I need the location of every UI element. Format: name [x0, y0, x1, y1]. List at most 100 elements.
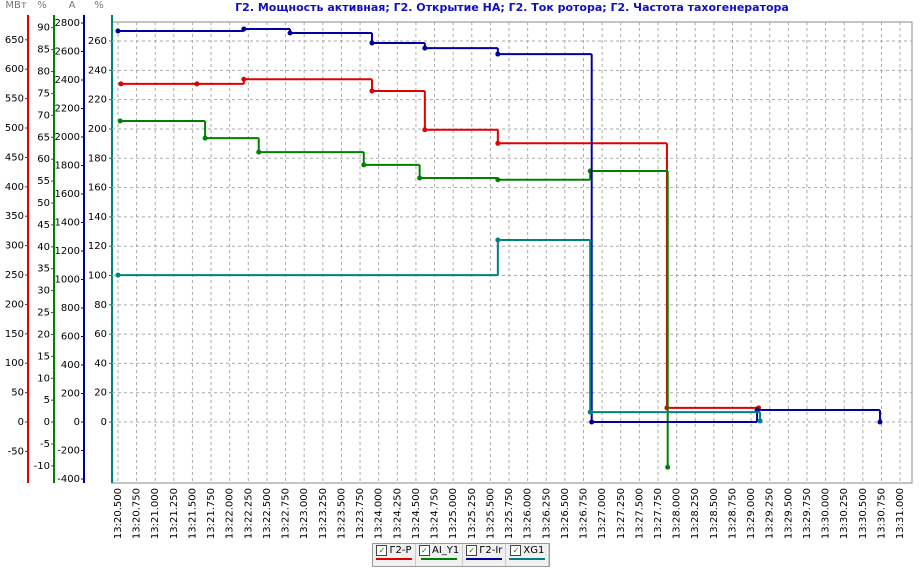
y-tick-label: 250 — [5, 270, 24, 281]
point-marker — [202, 135, 208, 141]
point-marker — [194, 81, 200, 87]
y-axis-label: % — [37, 0, 47, 11]
x-tick-label: 04:13:28.000 — [672, 488, 683, 540]
legend-entry[interactable]: ✓ Г2-Ir — [463, 544, 507, 566]
y-tick-label: 500 — [5, 123, 24, 134]
point-marker — [256, 149, 262, 155]
y-tick-label: 2400 — [55, 75, 80, 86]
point-marker — [369, 40, 375, 46]
point-marker — [495, 237, 501, 243]
x-tick-label: 04:13:28.750 — [727, 488, 738, 540]
x-tick-label: 04:13:22.250 — [243, 488, 254, 540]
point-marker — [115, 28, 121, 34]
y-tick-label: 80 — [94, 300, 107, 311]
legend-checkbox[interactable]: ✓ — [376, 545, 388, 556]
point-marker — [241, 26, 247, 32]
y-tick-label: 260 — [88, 36, 107, 47]
y-axis-label: % — [94, 0, 104, 11]
y-tick-label: 5 — [44, 395, 50, 406]
legend-checkbox[interactable]: ✓ — [510, 545, 522, 556]
y-tick-label: 1800 — [55, 161, 80, 172]
y-tick-label: 20 — [37, 329, 50, 340]
y-tick-label: 450 — [5, 152, 24, 163]
y-axis-label: МВт — [5, 0, 26, 11]
legend-label: Г2-Ir — [479, 545, 503, 556]
x-tick-label: 04:13:23.250 — [318, 488, 329, 540]
y-tick-label: 30 — [37, 286, 50, 297]
legend-swatch — [466, 558, 503, 560]
x-tick-label: 04:13:31.000 — [895, 488, 906, 540]
y-tick-label: 2600 — [55, 46, 80, 57]
x-tick-label: 04:13:23.000 — [299, 488, 310, 540]
x-tick-label: 04:13:26.250 — [541, 488, 552, 540]
y-tick-label: -400 — [57, 474, 80, 485]
point-marker — [665, 464, 671, 470]
x-tick-label: 04:13:24.750 — [430, 488, 441, 540]
legend-label: Г2-P — [389, 545, 412, 556]
point-marker — [115, 272, 121, 278]
point-marker — [422, 127, 428, 133]
x-tick-label: 04:13:23.500 — [336, 488, 347, 540]
legend-entry[interactable]: ✓ AI_Y1 — [416, 544, 464, 566]
y-tick-label: 50 — [11, 388, 24, 399]
y-tick-label: 35 — [37, 264, 50, 275]
y-tick-label: 50 — [37, 198, 50, 209]
legend-checkbox[interactable]: ✓ — [419, 545, 430, 556]
y-tick-label: 600 — [5, 64, 24, 75]
y-tick-label: 90 — [37, 23, 50, 34]
y-tick-label: 200 — [88, 124, 107, 135]
x-tick-label: 04:13:22.500 — [262, 488, 273, 540]
x-tick-label: 04:13:20.750 — [132, 488, 143, 540]
x-tick-label: 04:13:27.750 — [653, 488, 664, 540]
y-tick-label: 65 — [37, 132, 50, 143]
x-tick-label: 04:13:23.750 — [355, 488, 366, 540]
y-tick-label: 85 — [37, 45, 50, 56]
point-marker — [495, 51, 501, 57]
legend-checkbox[interactable]: ✓ — [466, 545, 478, 556]
x-tick-label: 04:13:29.500 — [783, 488, 794, 540]
x-tick-label: 04:13:21.250 — [169, 488, 180, 540]
y-tick-label: 650 — [5, 35, 24, 46]
x-tick-label: 04:13:29.000 — [746, 488, 757, 540]
legend-swatch — [376, 558, 412, 560]
point-marker — [117, 118, 123, 124]
y-tick-label: -5 — [40, 439, 50, 450]
y-tick-label: 400 — [61, 360, 80, 371]
y-tick-label: 25 — [37, 308, 50, 319]
y-tick-label: 1600 — [55, 189, 80, 200]
y-tick-label: 0 — [74, 417, 80, 428]
chart: Г2. Мощность активная; Г2. Открытие НА; … — [5, 0, 913, 555]
point-marker — [589, 419, 595, 425]
y-tick-label: 180 — [88, 153, 107, 164]
y-tick-label: 150 — [5, 329, 24, 340]
legend-label: AI_Y1 — [432, 545, 460, 556]
y-tick-label: 10 — [37, 373, 50, 384]
y-tick-label: 800 — [61, 303, 80, 314]
x-tick-label: 04:13:25.000 — [448, 488, 459, 540]
point-marker — [587, 409, 593, 415]
legend-entry[interactable]: ✓ Г2-P — [373, 544, 416, 566]
y-tick-label: 0 — [18, 417, 24, 428]
x-tick-label: 04:13:24.250 — [392, 488, 403, 540]
x-tick-label: 04:13:29.250 — [765, 488, 776, 540]
x-tick-label: 04:13:30.750 — [876, 488, 887, 540]
y-tick-label: 55 — [37, 176, 50, 187]
y-tick-label: 100 — [88, 271, 107, 282]
legend-entry[interactable]: ✓ XG1 — [506, 544, 550, 566]
y-tick-label: 350 — [5, 211, 24, 222]
point-marker — [495, 140, 501, 146]
legend-swatch — [421, 558, 458, 560]
y-tick-label: 60 — [37, 154, 50, 165]
point-marker — [495, 177, 501, 183]
point-marker — [422, 45, 428, 51]
x-tick-label: 04:13:21.750 — [206, 488, 217, 540]
y-tick-label: 160 — [88, 183, 107, 194]
y-tick-label: 1000 — [55, 275, 80, 286]
y-tick-label: 2000 — [55, 132, 80, 143]
y-tick-label: 20 — [94, 388, 107, 399]
y-tick-label: 0 — [101, 417, 107, 428]
point-marker — [877, 419, 883, 425]
y-tick-label: 100 — [5, 358, 24, 369]
x-tick-label: 04:13:28.250 — [690, 488, 701, 540]
